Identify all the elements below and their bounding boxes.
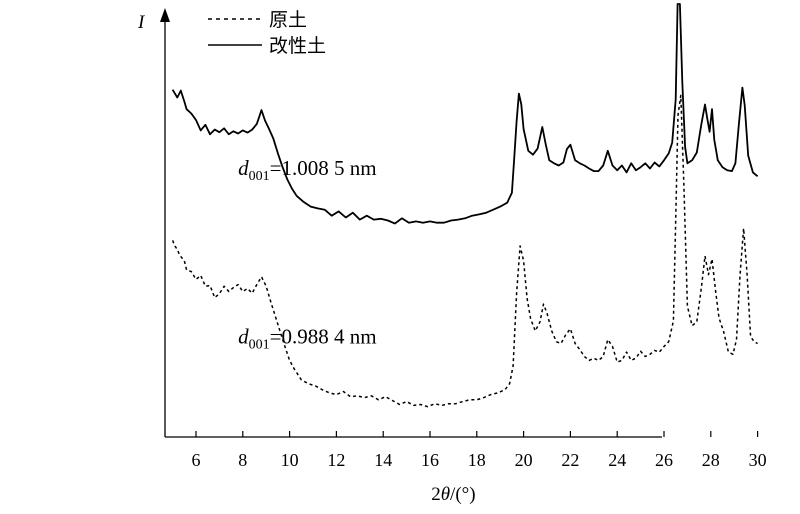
legend-label-modified-soil: 改性土 (269, 35, 326, 57)
annotation-value: =1.008 5 nm (270, 156, 377, 180)
x-tick-label: 18 (468, 450, 486, 470)
x-tick-label: 24 (608, 450, 626, 470)
series-layer (171, 3, 759, 408)
x-tick-label: 10 (281, 450, 299, 470)
x-tick-label: 20 (515, 450, 533, 470)
legend: 原土 改性土 (208, 9, 326, 57)
y-axis-arrow (160, 8, 170, 22)
annotation-symbol: d (238, 156, 249, 180)
x-axis-label-part: 2 (431, 484, 441, 505)
y-axis-label: I (137, 12, 146, 33)
x-tick-label: 8 (238, 450, 247, 470)
x-axis-label: 2θ/(°) (431, 484, 475, 505)
x-tick-label: 12 (327, 450, 345, 470)
legend-label-raw-soil: 原土 (269, 9, 307, 31)
annotation-raw-soil: d001=0.988 4 nm (238, 324, 376, 352)
x-tick-label: 6 (192, 450, 201, 470)
annotation-subscript: 001 (249, 169, 270, 184)
annotation-value: =0.988 4 nm (270, 324, 377, 348)
series-line-raw-soil (171, 94, 758, 408)
x-tick-label: 28 (702, 450, 720, 470)
x-tick-label: 26 (655, 450, 673, 470)
x-tick-label: 22 (561, 450, 579, 470)
annotation-modified-soil: d001=1.008 5 nm (238, 156, 376, 184)
annotation-symbol: d (238, 324, 249, 348)
x-tick-label: 16 (421, 450, 439, 470)
series-line-modified-soil (171, 3, 759, 225)
x-ticks: 6 8 10 12 14 16 18 20 22 24 26 28 30 (192, 431, 767, 470)
x-tick-label: 14 (374, 450, 392, 470)
x-axis-label-unit: /(°) (450, 484, 476, 505)
x-axis-label-theta: θ (441, 484, 450, 505)
axes: 6 8 10 12 14 16 18 20 22 24 26 28 30 (160, 8, 767, 470)
annotation-subscript: 001 (249, 337, 270, 352)
x-tick-label: 30 (749, 450, 767, 470)
